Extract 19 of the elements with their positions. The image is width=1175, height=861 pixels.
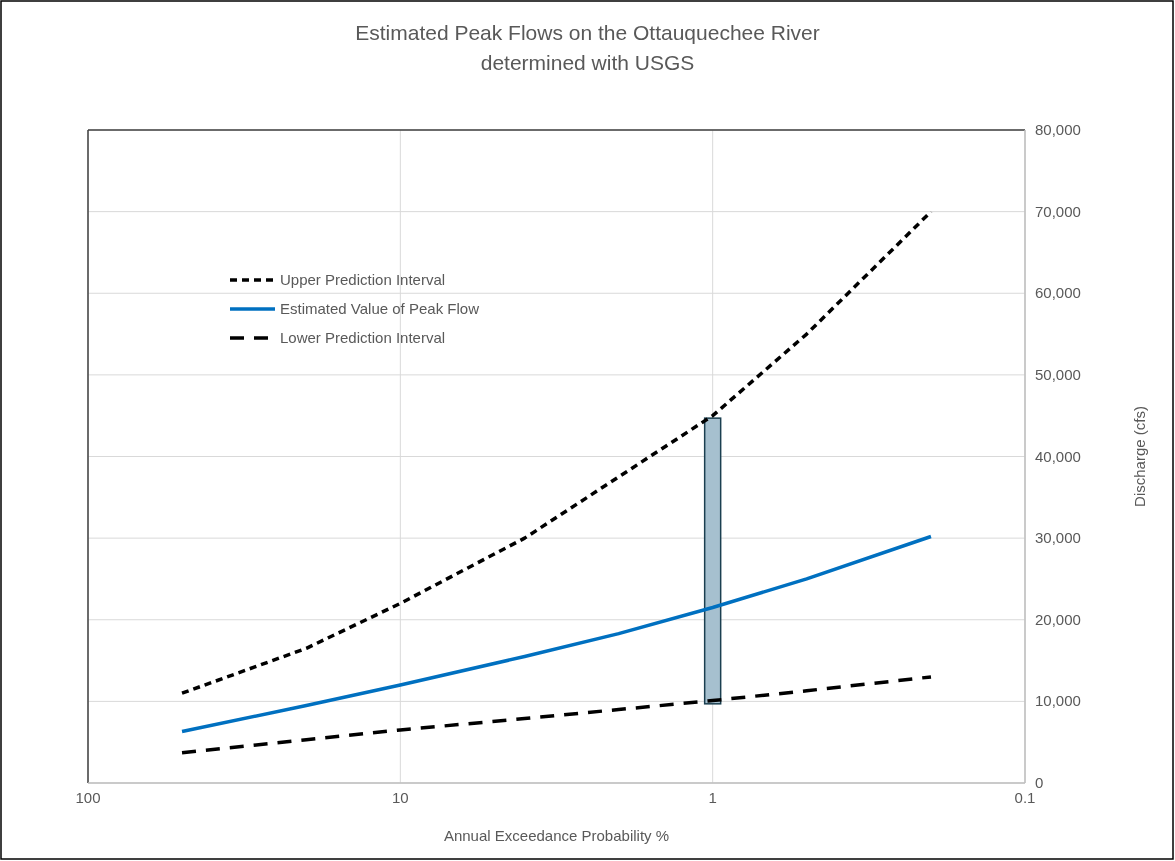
y-tick-label: 80,000 <box>1035 121 1081 138</box>
x-axis-title: Annual Exceedance Probability % <box>443 827 670 844</box>
y-axis-title: Discharge (cfs) <box>1131 406 1148 507</box>
x-tick-label: 1 <box>708 789 717 806</box>
x-tick-label: 10 <box>391 789 409 806</box>
legend-label: Estimated Value of Peak Flow <box>280 300 480 317</box>
legend-label: Lower Prediction Interval <box>280 329 446 346</box>
y-tick-label: 20,000 <box>1035 610 1081 628</box>
y-tick-label: 0 <box>1035 774 1044 791</box>
x-tick-label: 100 <box>75 789 101 806</box>
y-tick-label: 70,000 <box>1035 202 1081 220</box>
y-tick-label: 30,000 <box>1035 529 1081 547</box>
y-tick-label: 50,000 <box>1035 365 1081 383</box>
y-tick-label: 60,000 <box>1035 284 1081 302</box>
x-tick-label: 0.1 <box>1014 789 1036 806</box>
chart-title: Estimated Peak Flows on the Ottauquechee River determined with USGS <box>355 21 820 74</box>
y-tick-label: 40,000 <box>1035 447 1081 465</box>
y-tick-label: 10,000 <box>1035 692 1081 710</box>
legend-label: Upper Prediction Interval <box>280 271 446 288</box>
